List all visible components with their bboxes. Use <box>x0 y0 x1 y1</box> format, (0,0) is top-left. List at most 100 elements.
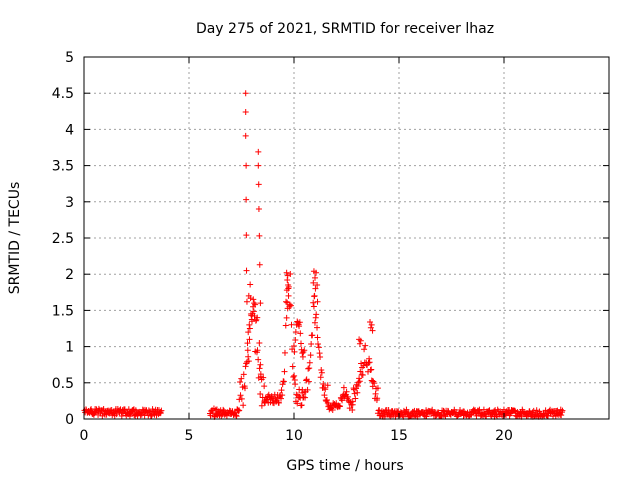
data-point <box>294 318 301 325</box>
data-point <box>385 406 392 413</box>
data-point <box>288 321 295 328</box>
data-point <box>254 314 261 321</box>
data-point <box>278 395 285 402</box>
data-point <box>233 413 240 420</box>
data-point <box>282 322 289 329</box>
data-point <box>232 409 239 416</box>
data-point <box>306 365 313 372</box>
data-point <box>243 232 250 239</box>
data-point <box>251 300 258 307</box>
data-point <box>237 392 244 399</box>
data-point <box>310 279 317 286</box>
axis-ticks: 0 5 10 15 20 0 0.5 1 1.5 2 2.5 3 3.5 4 4.5 5 <box>52 50 609 444</box>
data-point <box>374 385 381 392</box>
data-point <box>283 269 290 276</box>
data-point <box>305 365 312 372</box>
chart-title: Day 275 of 2021, SRMTID for receiver lha… <box>196 21 494 37</box>
data-point <box>357 368 364 375</box>
data-point <box>318 366 325 373</box>
data-point <box>292 328 299 335</box>
data-point <box>302 394 309 401</box>
data-point <box>234 406 241 413</box>
data-point <box>242 363 249 370</box>
data-point <box>365 359 372 366</box>
data-point <box>296 319 303 326</box>
data-point <box>87 407 94 414</box>
data-point <box>301 347 308 354</box>
data-point <box>256 261 263 268</box>
y-tick-label: 3.5 <box>52 159 74 175</box>
data-point <box>530 407 537 414</box>
data-point <box>260 374 267 381</box>
data-point <box>254 347 261 354</box>
data-point <box>376 407 383 414</box>
data-point <box>300 393 307 400</box>
data-point <box>352 395 359 402</box>
data-point <box>243 196 250 203</box>
data-point <box>256 232 263 239</box>
data-point <box>244 340 251 347</box>
x-tick-label: 10 <box>285 428 303 444</box>
x-tick-label: 0 <box>80 428 89 444</box>
data-point <box>317 374 324 381</box>
data-point <box>354 389 361 396</box>
data-point <box>257 391 264 398</box>
data-point <box>283 287 290 294</box>
data-point <box>366 359 373 366</box>
data-point <box>118 412 125 419</box>
y-tick-label: 2.5 <box>52 231 74 247</box>
data-point <box>403 406 410 413</box>
y-tick-label: 5 <box>65 50 74 66</box>
x-tick-label: 5 <box>185 428 194 444</box>
data-point <box>533 407 540 414</box>
data-point <box>310 299 317 306</box>
data-point <box>369 327 376 334</box>
data-point <box>311 319 318 326</box>
data-point <box>368 321 375 328</box>
data-point <box>483 413 490 420</box>
data-point <box>290 342 297 349</box>
data-point <box>245 358 252 365</box>
data-point <box>235 407 242 414</box>
data-point <box>308 340 315 347</box>
data-point <box>359 372 366 379</box>
data-point <box>355 379 362 386</box>
data-point <box>286 303 293 310</box>
data-point <box>395 408 402 415</box>
data-point <box>297 340 304 347</box>
data-point <box>285 282 292 289</box>
data-point <box>290 373 297 380</box>
data-point <box>423 413 430 420</box>
data-point <box>475 407 482 414</box>
data-point <box>313 269 320 276</box>
y-axis-label: SRMTID / TECUs <box>7 182 23 295</box>
data-point <box>310 303 317 310</box>
data-point <box>242 90 249 97</box>
data-point <box>284 276 291 283</box>
data-point <box>322 386 329 393</box>
grid-lines <box>84 57 609 419</box>
x-axis-label: GPS time / hours <box>286 458 403 474</box>
data-point <box>305 378 312 385</box>
data-point <box>283 298 290 305</box>
data-point <box>356 340 363 347</box>
data-point <box>337 403 344 410</box>
data-point <box>289 363 296 370</box>
data-point <box>314 282 321 289</box>
data-point <box>249 318 255 325</box>
data-point <box>550 413 557 420</box>
data-point <box>488 413 495 420</box>
data-point <box>245 329 252 336</box>
data-point <box>349 398 356 405</box>
data-point <box>247 311 254 318</box>
data-point <box>246 321 253 328</box>
data-point <box>368 366 375 373</box>
y-tick-label: 4 <box>65 122 74 138</box>
data-point <box>356 378 363 385</box>
data-point <box>351 390 358 397</box>
data-point <box>357 337 364 344</box>
data-point <box>343 388 350 395</box>
y-tick-label: 3 <box>65 195 74 211</box>
data-point <box>257 300 264 307</box>
